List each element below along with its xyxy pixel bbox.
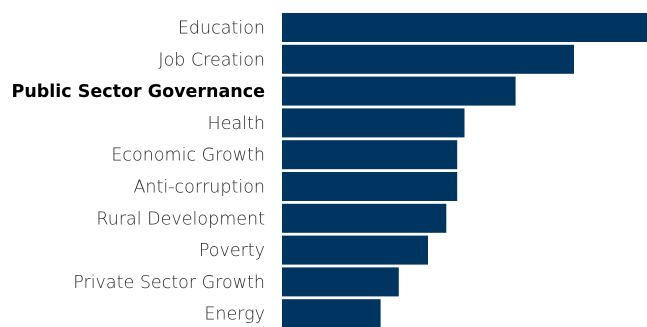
bar-poverty (282, 235, 428, 265)
category-label-energy: Energy (204, 305, 265, 325)
bar-economic-growth (282, 140, 458, 170)
category-label-health: Health (208, 114, 265, 134)
category-label-education: Education (178, 19, 265, 39)
category-label-economic-growth: Economic Growth (111, 146, 265, 166)
category-label-private-sector-growth: Private Sector Growth (73, 273, 265, 293)
category-label-job-creation: Job Creation (158, 50, 265, 70)
category-label-rural-development: Rural Development (96, 209, 265, 229)
category-label-public-sector-governance: Public Sector Governance (12, 82, 266, 102)
bar-health (282, 108, 465, 138)
category-label-poverty: Poverty (199, 241, 265, 261)
bar-energy (282, 299, 381, 327)
bar-public-sector-governance (282, 76, 516, 106)
bar-anti-corruption (282, 172, 458, 201)
bar-job-creation (282, 44, 574, 74)
bar-private-sector-growth (282, 267, 399, 297)
category-label-anti-corruption: Anti-corruption (133, 178, 265, 198)
bar-rural-development (282, 203, 447, 233)
bar-education (282, 13, 647, 42)
